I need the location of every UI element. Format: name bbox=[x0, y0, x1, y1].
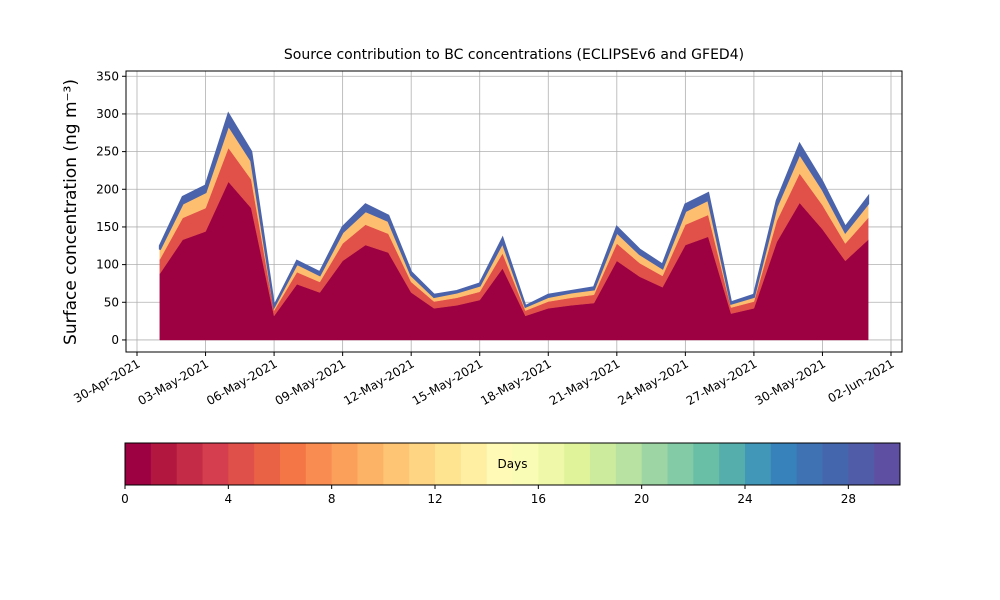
colorbar-cell bbox=[848, 443, 875, 485]
y-tick-label: 100 bbox=[96, 258, 119, 272]
colorbar-cell bbox=[331, 443, 358, 485]
y-tick-label: 350 bbox=[96, 69, 119, 83]
chart-title: Source contribution to BC concentrations… bbox=[284, 47, 744, 63]
x-tick-label: 03-May-2021 bbox=[136, 356, 211, 408]
colorbar-cell bbox=[280, 443, 307, 485]
colorbar-cell bbox=[615, 443, 643, 485]
colorbar-cell bbox=[435, 443, 462, 485]
x-tick-label: 21-May-2021 bbox=[547, 356, 622, 408]
colorbar-cell bbox=[254, 443, 281, 485]
y-tick-label: 50 bbox=[104, 295, 119, 309]
colorbar-cell bbox=[874, 443, 901, 485]
y-tick-label: 300 bbox=[96, 107, 119, 121]
colorbar-tick-label: 24 bbox=[737, 492, 752, 506]
colorbar-cell bbox=[228, 443, 255, 485]
colorbar-tick-label: 28 bbox=[841, 492, 856, 506]
colorbar-cell bbox=[770, 443, 798, 485]
colorbar-tick-label: 20 bbox=[634, 492, 649, 506]
colorbar-tick-label: 16 bbox=[531, 492, 546, 506]
colorbar-cell bbox=[796, 443, 823, 485]
x-tick-label: 02-Jun-2021 bbox=[826, 356, 897, 405]
colorbar-cell bbox=[667, 443, 694, 485]
x-tick-label: 24-May-2021 bbox=[615, 356, 690, 408]
colorbar-tick-label: 8 bbox=[328, 492, 336, 506]
area-layer bbox=[158, 111, 870, 310]
colorbar-tick-label: 0 bbox=[121, 492, 129, 506]
colorbar-tick-label: 4 bbox=[225, 492, 233, 506]
x-tick-label: 09-May-2021 bbox=[273, 356, 348, 408]
colorbar-cell bbox=[538, 443, 565, 485]
x-tick-label: 18-May-2021 bbox=[478, 356, 553, 408]
x-tick-label: 27-May-2021 bbox=[684, 356, 759, 408]
x-tick-label: 15-May-2021 bbox=[410, 356, 485, 408]
y-tick-label: 0 bbox=[111, 333, 119, 347]
colorbar-cell bbox=[486, 443, 513, 485]
colorbar-label: Days bbox=[498, 457, 528, 471]
colorbar-cell bbox=[512, 443, 539, 485]
x-tick-label: 30-Apr-2021 bbox=[71, 356, 142, 405]
colorbar-cell bbox=[125, 443, 152, 485]
y-tick-label: 200 bbox=[96, 182, 119, 196]
colorbar-cell bbox=[357, 443, 384, 485]
colorbar-cell bbox=[409, 443, 436, 485]
y-axis-label: Surface concentration (ng m⁻³) bbox=[61, 79, 81, 345]
plot-frame bbox=[125, 70, 903, 353]
colorbar-cell bbox=[719, 443, 746, 485]
colorbar-cell bbox=[305, 443, 333, 485]
colorbar-cell bbox=[641, 443, 668, 485]
x-tick-label: 30-May-2021 bbox=[752, 356, 827, 408]
y-tick-label: 150 bbox=[96, 220, 119, 234]
colorbar-cell bbox=[150, 443, 178, 485]
colorbar-cell bbox=[693, 443, 720, 485]
colorbar-frame bbox=[124, 442, 901, 486]
x-tick-label: 06-May-2021 bbox=[204, 356, 279, 408]
colorbar-tick-label: 12 bbox=[427, 492, 442, 506]
x-tick-label: 12-May-2021 bbox=[341, 356, 416, 408]
colorbar-cell bbox=[822, 443, 849, 485]
colorbar-cell bbox=[383, 443, 410, 485]
y-tick-label: 250 bbox=[96, 145, 119, 159]
colorbar-cell bbox=[202, 443, 229, 485]
colorbar-cell bbox=[564, 443, 591, 485]
colorbar-cell bbox=[176, 443, 203, 485]
colorbar-cell bbox=[745, 443, 772, 485]
colorbar-cell bbox=[590, 443, 617, 485]
colorbar-cell bbox=[460, 443, 488, 485]
